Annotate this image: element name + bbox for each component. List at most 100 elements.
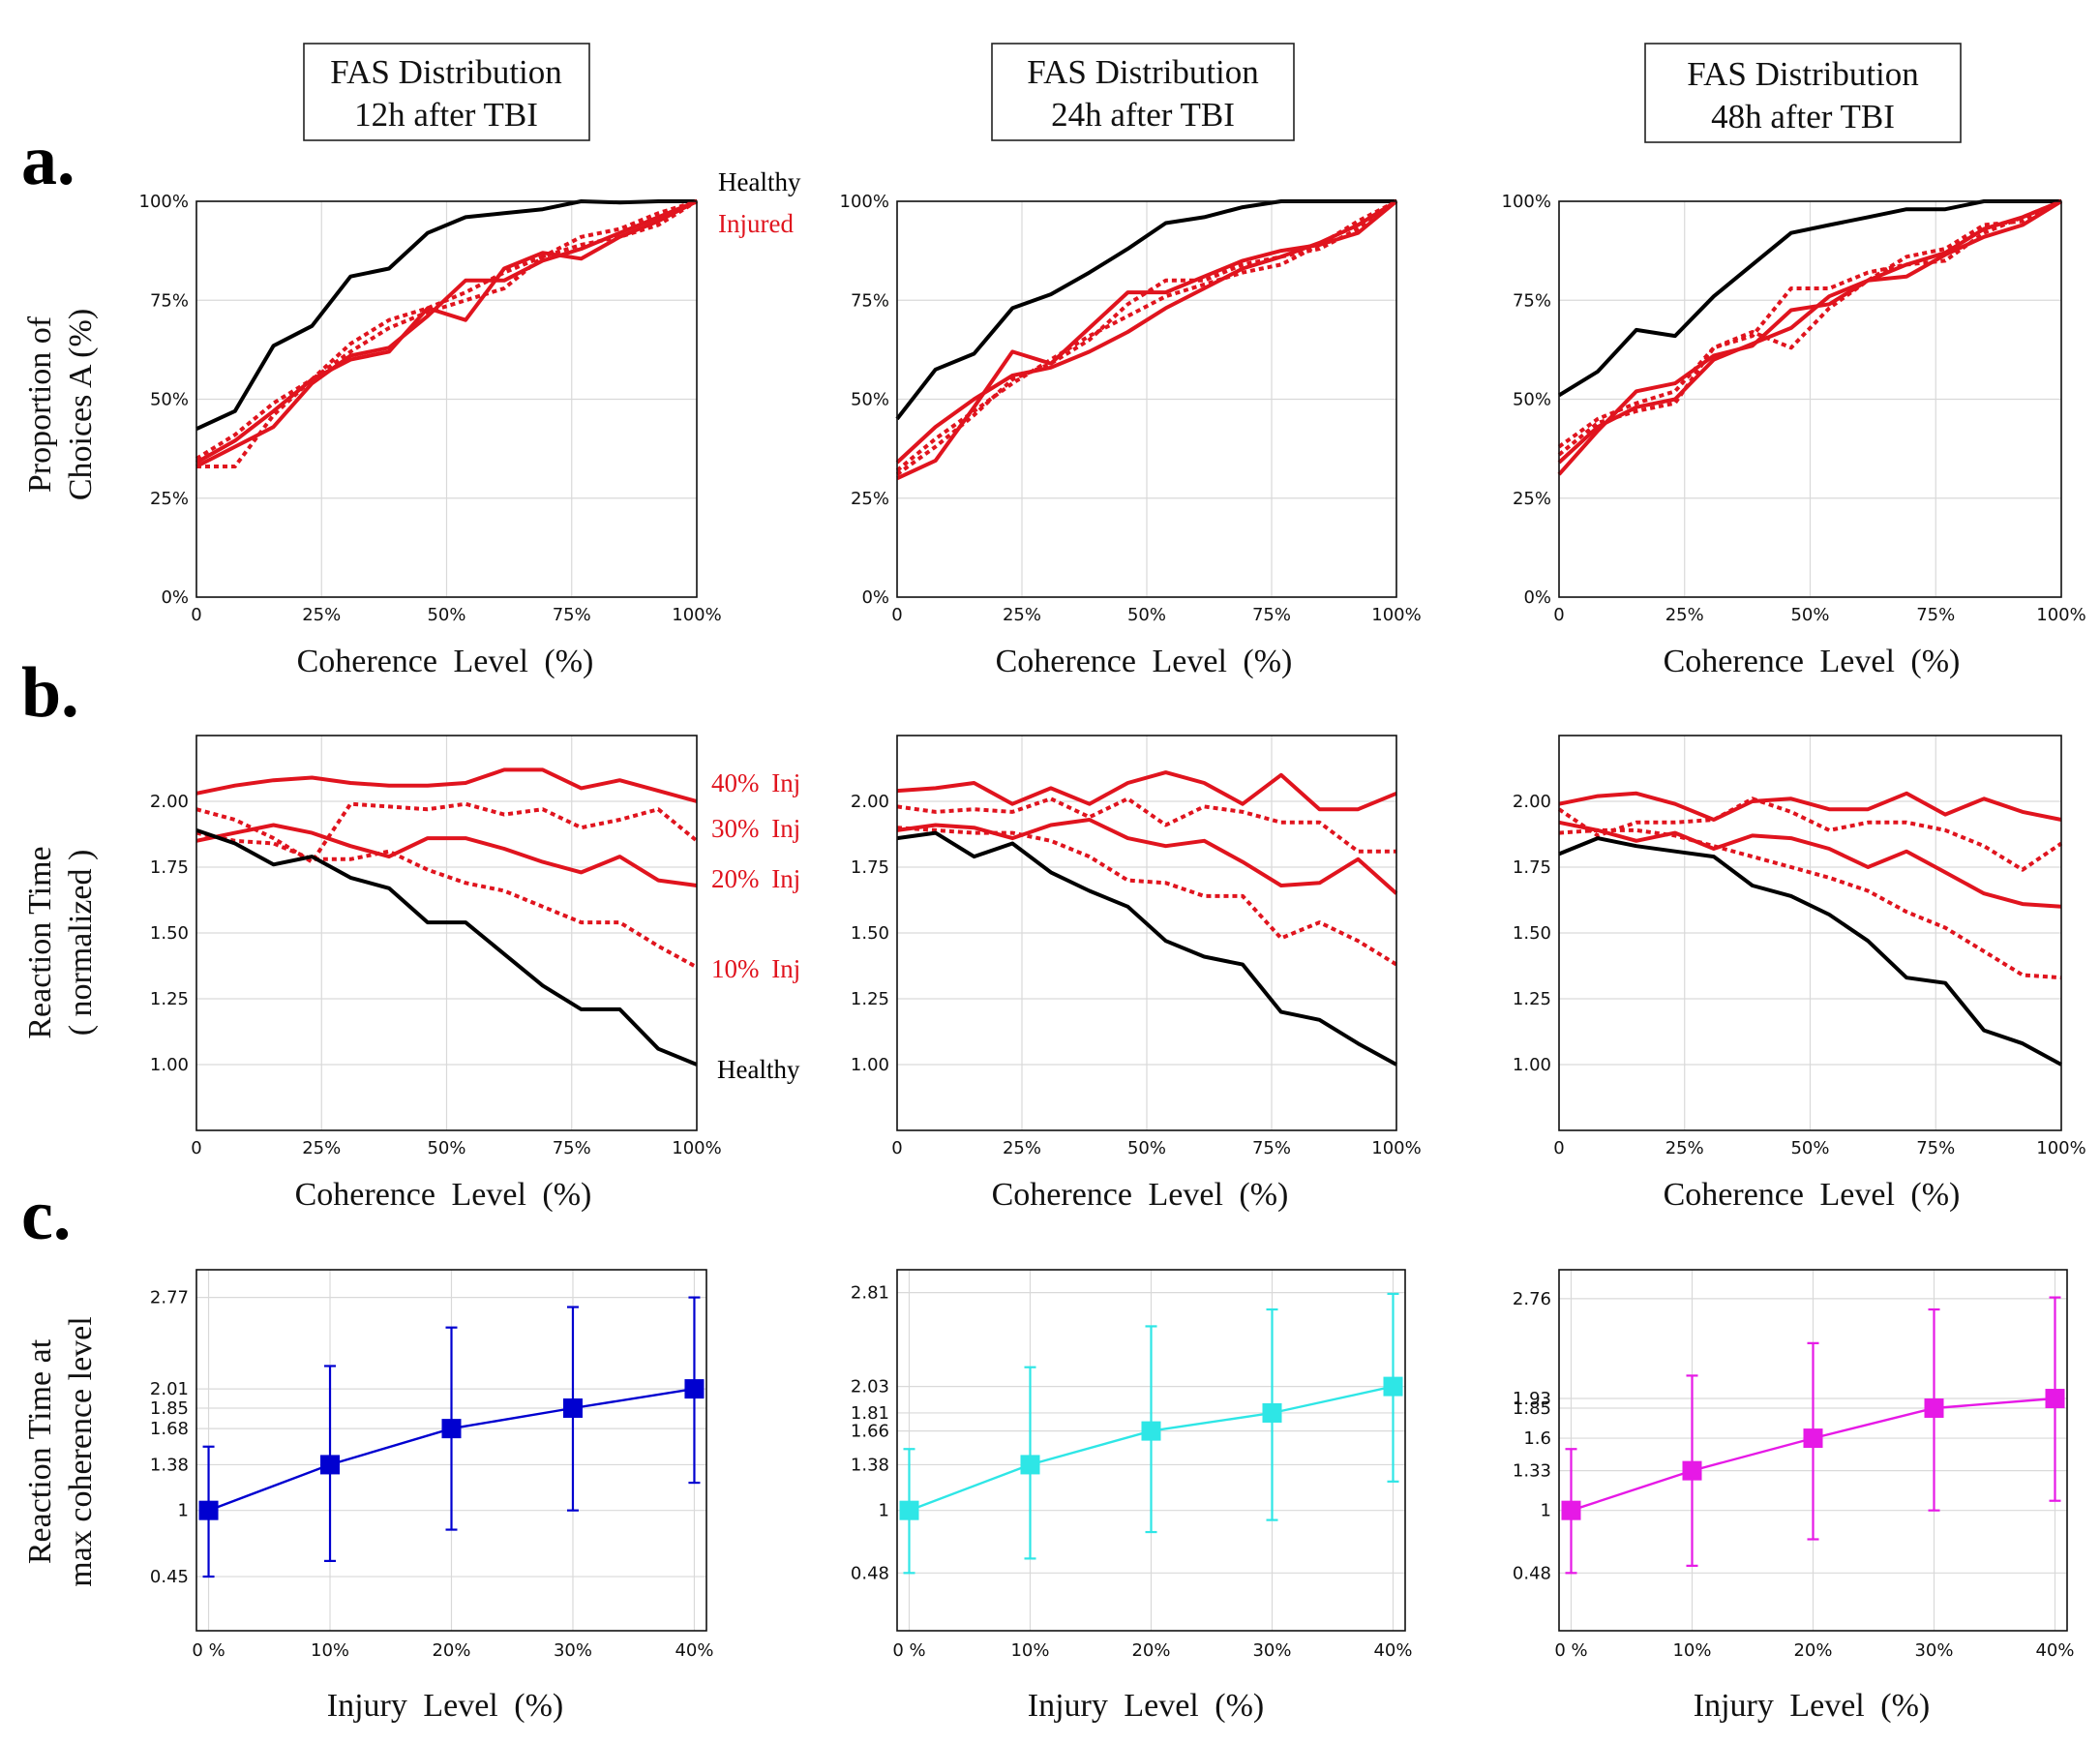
y-tick-label: 0% [161,587,189,608]
y-tick-label: 2.00 [150,792,189,812]
column-title-24h-line2: 24h after TBI [1051,96,1235,134]
y-label-row-b-line1: Reaction Time [22,846,58,1038]
x-label-b-2: Coherence Level (%) [1664,1177,1961,1213]
y-tick-label: 1.68 [150,1419,189,1439]
series-line-healthy [896,830,1397,1067]
series-line-injured-3 [196,199,698,468]
chart-c-24h: 0 % 10% 20% 30% 40% 0.48 1 1.38 1.661.81 2.03 2.81 [851,1269,1413,1661]
column-title-48h-line2: 48h after TBI [1711,98,1895,135]
x-tick-label: 0 % [892,1640,925,1661]
series-line-injured-1 [1557,199,2063,476]
x-label-c-2: Injury Level (%) [1694,1688,1930,1724]
y-tick-label: 1.00 [150,1055,189,1075]
x-label-b-0: Coherence Level (%) [295,1177,592,1213]
x-tick-label: 40% [1373,1640,1412,1661]
x-tick-label: 20% [1793,1640,1832,1661]
mean-marker [562,1397,583,1418]
y-tick-label: 75% [150,290,189,311]
y-tick-label: 1.6 [1523,1428,1551,1449]
column-title-48h-line1: FAS Distribution [1687,55,1919,93]
series-line-injured-4 [195,199,699,461]
x-tick-label: 75% [1252,1138,1291,1158]
series-line-40-inj [195,767,698,803]
panel-letter-a: a. [21,121,75,200]
y-tick-label: 1.33 [1513,1461,1551,1482]
y-tick-label: 0% [861,587,889,608]
plot-frame [195,1269,707,1632]
x-tick-label: 75% [553,1138,591,1158]
mean-marker [1383,1376,1403,1397]
series-line-healthy [195,199,697,432]
x-tick-label: 10% [1672,1640,1711,1661]
plot-frame [195,735,698,1131]
x-tick-label: 50% [1127,605,1166,625]
y-tick-label: 75% [851,290,889,311]
column-title-12h-line1: FAS Distribution [330,53,562,91]
mean-marker [1020,1455,1040,1475]
series-line-injured-3 [895,199,1398,476]
plot-frame [1558,735,2062,1131]
x-tick-label: 50% [1127,1138,1166,1158]
x-tick-label: 10% [311,1640,349,1661]
column-title-12h: FAS Distribution 12h after TBI [303,43,590,141]
y-tick-label: 1.75 [150,857,189,878]
series-line-20-inj [195,823,698,887]
plot-frame [896,735,1397,1131]
y-tick-label: 0.48 [851,1563,889,1583]
mean-marker [1803,1428,1823,1449]
mean-marker [198,1500,219,1520]
y-tick-label: 1.50 [1513,923,1551,944]
x-tick-label: 75% [1916,605,1955,625]
y-tick-label: 2.01 [150,1379,189,1399]
x-label-c-1: Injury Level (%) [1028,1688,1264,1724]
chart-c-12h: 0 % 10% 20% 30% 40% 0.45 1 1.38 1.681.852.01 2.77 [150,1269,713,1661]
chart-c-48h: 0 % 10% 20% 30% 40% 0.48 1 1.33 1.6 1.851.93 2.76 [1513,1269,2075,1661]
mean-marker [899,1500,919,1520]
x-tick-label: 75% [1916,1138,1955,1158]
y-tick-label: 100% [840,192,889,212]
mean-marker [320,1455,341,1475]
y-tick-label: 1.50 [150,923,189,944]
series-line-injured-1 [195,199,698,465]
series-line-20-inj [1558,820,2062,909]
series-line-30-inj [1557,796,2063,872]
chart-b-24h: 0 25% 50% 75% 100% 1.00 1.25 1.50 1.75 2.00 [851,735,1422,1158]
y-tick-label: 0% [1523,587,1551,608]
panel-letter-c: c. [21,1176,71,1255]
x-label-c-0: Injury Level (%) [327,1688,563,1724]
x-tick-label: 100% [2036,1138,2085,1158]
x-tick-label: 25% [1665,1138,1704,1158]
series-line-40-inj [896,770,1397,812]
mean-marker [441,1419,462,1439]
x-tick-label: 30% [1252,1640,1291,1661]
x-tick-label: 30% [1914,1640,1953,1661]
series-line-healthy [1558,836,2062,1067]
y-tick-label: 1.75 [851,857,889,878]
y-tick-label: 2.77 [150,1288,189,1308]
y-label-row-a: Proportion of Choices A (%) [22,309,99,500]
x-tick-label: 40% [2035,1640,2074,1661]
x-tick-label: 0 % [192,1640,225,1661]
y-tick-label: 100% [1502,192,1551,212]
y-label-row-c: Reaction Time at max coherence level [22,1316,99,1586]
series-line-40-inj [1558,791,2062,822]
x-tick-label: 10% [1010,1640,1049,1661]
series-line-healthy [1557,199,2061,398]
chart-a-48h: 0 25% 50% 75% 100% 0% 25% 50% 75% 100% [1502,192,2086,625]
x-tick-label: 50% [427,605,465,625]
y-tick-label: 1.25 [150,989,189,1009]
plot-frame [195,200,698,598]
y-tick-label: 1.85 [1513,1398,1551,1419]
x-tick-label: 0 % [1554,1640,1587,1661]
plot-frame [896,200,1397,598]
y-tick-label: 75% [1513,290,1551,311]
x-tick-label: 75% [1252,605,1291,625]
series-line-injured-4 [895,199,1397,472]
y-label-row-b-line2: ( normalized ) [63,850,99,1037]
legend-20-inj: 20% Inj [711,864,800,893]
x-tick-label: 25% [302,1138,341,1158]
x-tick-label: 0 [1553,1138,1564,1158]
y-tick-label: 1.66 [851,1422,889,1442]
mean-marker [2045,1389,2065,1409]
y-tick-label: 1 [1541,1501,1551,1521]
